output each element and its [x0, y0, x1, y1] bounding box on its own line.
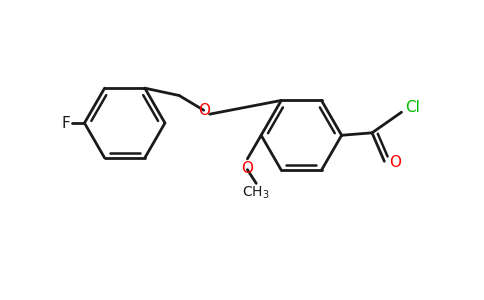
Text: CH$_3$: CH$_3$ [242, 185, 270, 201]
Text: O: O [389, 155, 401, 170]
Text: Cl: Cl [406, 100, 420, 115]
Text: F: F [61, 116, 70, 130]
Text: O: O [198, 103, 210, 118]
Text: O: O [242, 161, 254, 176]
